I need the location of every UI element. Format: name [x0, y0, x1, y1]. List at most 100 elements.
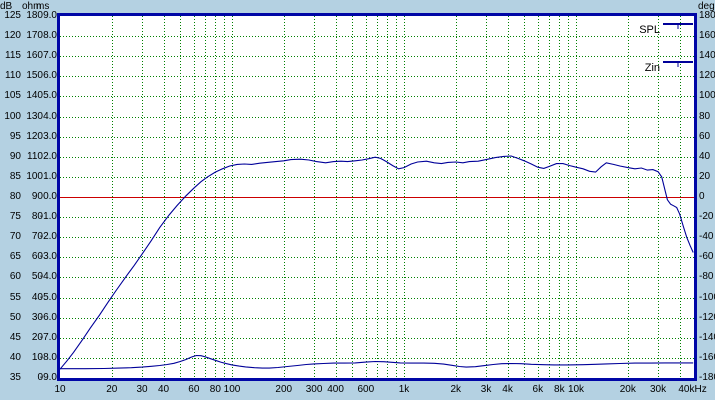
- axis-header-ohm: ohm: [22, 1, 42, 12]
- y-axis-label-ohm: 20: [31, 331, 43, 343]
- y-axis-label-deg: -180: [699, 372, 715, 383]
- y-axis-label-ms: -1.0: [39, 211, 57, 223]
- y-axis-label-dB: 65: [9, 251, 21, 263]
- y-axis-label-ms: 9.0: [43, 10, 57, 21]
- y-axis-label-ms: 7.0: [43, 50, 57, 62]
- y-axis-label-deg: -80: [699, 271, 714, 283]
- chart-canvas: [60, 16, 694, 378]
- y-axis-label-ohm: 170: [26, 30, 43, 42]
- axis-header-deg: deg: [698, 1, 715, 12]
- y-axis-label-dB: 75: [9, 211, 21, 223]
- x-axis-label: 8k: [554, 384, 565, 395]
- y-axis-label-deg: 40: [699, 150, 711, 162]
- y-axis-label-deg: -160: [699, 351, 715, 363]
- y-axis-label-deg: -40: [699, 231, 714, 243]
- legend-zin-label: Zin: [644, 62, 660, 74]
- y-axis-label-deg: -60: [699, 251, 714, 263]
- y-axis-label-dB: 110: [5, 70, 21, 82]
- axis-header-db: dB: [0, 1, 13, 12]
- x-axis-label: 80: [209, 384, 221, 395]
- y-axis-label-dB: 50: [9, 311, 21, 323]
- y-axis-label-ms: 3.0: [43, 130, 57, 142]
- y-axis-label-deg: 160: [699, 30, 715, 42]
- x-axis-label: 20: [106, 384, 118, 395]
- y-axis-label-ms: -6.0: [39, 311, 57, 323]
- y-axis-label-ohm: 10: [31, 351, 43, 363]
- y-axis-label-deg: 80: [699, 110, 711, 122]
- y-axis-label-ohm: 160: [26, 50, 43, 62]
- x-axis-label: 60: [188, 384, 200, 395]
- y-axis-label-ms: 2.0: [43, 150, 57, 162]
- y-axis-label-deg: 120: [699, 70, 715, 82]
- x-axis-label: 6k: [532, 384, 544, 395]
- y-axis-label-ms: -5.0: [39, 291, 57, 303]
- y-axis-label-deg: 180: [699, 10, 715, 21]
- y-axis-label-deg: 20: [699, 170, 711, 182]
- axis-header-ms: ms: [36, 1, 50, 12]
- y-axis-label-dB: 70: [9, 231, 21, 243]
- x-axis-label: 100: [223, 384, 241, 395]
- y-axis-label-ohm: 100: [26, 170, 43, 182]
- y-axis-label-deg: 0: [699, 191, 705, 202]
- y-axis-label-ms: 0.0: [43, 191, 57, 202]
- x-axis-label: 400: [327, 384, 344, 395]
- x-axis-label: 300: [305, 384, 323, 395]
- y-axis-label-dB: 80: [9, 191, 21, 202]
- y-axis-label-deg: -120: [699, 311, 715, 323]
- y-axis-label-dB: 100: [4, 110, 21, 122]
- y-axis-label-ohm: 150: [26, 70, 43, 82]
- y-axis-label-dB: 35: [9, 372, 21, 383]
- y-axis-label-ms: -9.0: [39, 372, 57, 383]
- y-axis-label-dB: 120: [4, 30, 21, 42]
- x-axis-label: 30: [136, 384, 148, 395]
- y-axis-label-dB: 95: [9, 130, 21, 142]
- y-axis-label-dB: 45: [9, 331, 21, 343]
- legend-spl-label: SPL: [639, 24, 660, 36]
- y-axis-label-ohm: 50: [31, 271, 43, 283]
- y-axis-label-ms: 6.0: [43, 70, 57, 82]
- x-axis-label: 200: [275, 384, 293, 395]
- y-axis-label-ohm: 110: [27, 150, 43, 162]
- y-axis-label-dB: 125: [4, 10, 21, 21]
- y-axis-label-deg: -100: [699, 291, 715, 303]
- y-axis-label-ms: -7.0: [39, 331, 57, 343]
- y-axis-label-dB: 115: [5, 50, 21, 62]
- zin-curve: [60, 354, 694, 370]
- y-axis-label-ohm: 70: [31, 231, 43, 243]
- y-axis-label-deg: -20: [699, 211, 714, 223]
- y-axis-label-ohm: 130: [26, 110, 43, 122]
- y-axis-label-ohm: 40: [31, 291, 43, 303]
- y-axis-label-deg: 140: [699, 50, 715, 62]
- x-axis-label: 3k: [480, 384, 492, 395]
- y-axis-label-dB: 55: [9, 291, 21, 303]
- y-axis-label-dB: 90: [9, 150, 21, 162]
- y-axis-label-ms: 8.0: [43, 30, 57, 42]
- y-axis-label-ms: -2.0: [39, 231, 57, 243]
- y-axis-label-ohm: 80: [31, 211, 43, 223]
- y-axis-label-ohm: 140: [26, 90, 43, 102]
- y-axis-label-dB: 60: [9, 271, 21, 283]
- y-axis-label-deg: -140: [699, 331, 715, 343]
- y-axis-label-ohm: 60: [31, 251, 43, 263]
- plot-area: [57, 13, 697, 381]
- x-axis-label: 30k: [650, 384, 667, 395]
- y-axis-label-ohm: 180: [26, 10, 43, 21]
- y-axis-label-ms: -3.0: [39, 251, 57, 263]
- y-axis-label-deg: 60: [699, 130, 711, 142]
- x-axis-label: 1k: [398, 384, 410, 395]
- y-axis-label-ms: -8.0: [39, 351, 57, 363]
- x-axis-label: 40kHz: [678, 384, 707, 395]
- y-axis-label-ohm: 0: [37, 372, 43, 383]
- x-axis-label: 10: [54, 384, 66, 395]
- y-axis-label-ohm: 120: [26, 130, 43, 142]
- spl-curve: [60, 155, 694, 370]
- x-axis-label: 4k: [502, 384, 513, 395]
- y-axis-label-dB: 105: [4, 90, 21, 102]
- y-axis-label-ohm: 90: [31, 191, 43, 202]
- x-axis-label: 20k: [619, 384, 636, 395]
- y-axis-label-ms: 4.0: [43, 110, 57, 122]
- x-axis-label: 2k: [450, 384, 462, 395]
- x-axis-label: 600: [357, 384, 375, 395]
- x-axis-label: 40: [157, 384, 170, 395]
